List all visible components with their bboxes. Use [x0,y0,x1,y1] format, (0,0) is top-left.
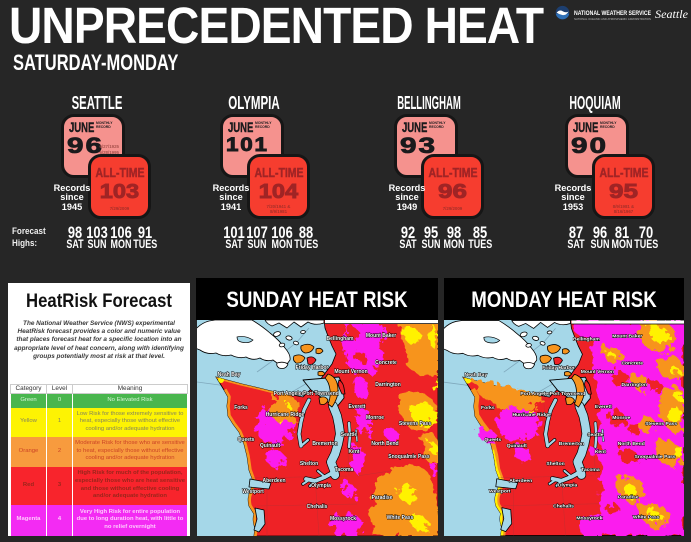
svg-text:Quinault: Quinault [507,443,527,449]
svg-text:Mount Baker: Mount Baker [612,333,642,339]
svg-text:Westport: Westport [489,489,511,495]
svg-text:Neah Bay: Neah Bay [218,372,241,378]
svg-text:Concrete: Concrete [375,360,397,366]
svg-text:Everett: Everett [595,404,612,410]
svg-text:Friday Harbor: Friday Harbor [296,365,329,371]
svg-text:Aberdeen: Aberdeen [262,478,285,484]
svg-text:Bremerton: Bremerton [312,441,337,447]
svg-text:Snoqualmie Pass: Snoqualmie Pass [635,454,676,460]
svg-text:Shelton: Shelton [300,461,318,467]
svg-text:Kent: Kent [348,449,359,455]
svg-text:Forks: Forks [481,405,495,411]
svg-text:Port Angeles: Port Angeles [520,391,551,397]
svg-text:Darrington: Darrington [375,382,401,388]
svg-text:Bellingham: Bellingham [327,336,355,342]
svg-text:Hurricane Ridge: Hurricane Ridge [266,412,305,418]
svg-text:Port Townsend: Port Townsend [550,391,586,397]
svg-text:Seattle: Seattle [587,432,604,438]
svg-text:Everett: Everett [349,404,366,410]
svg-text:Stevens Pass: Stevens Pass [399,421,431,427]
svg-text:Mossyrock: Mossyrock [576,516,602,522]
svg-text:Snoqualmie Pass: Snoqualmie Pass [388,454,430,460]
svg-text:Shelton: Shelton [546,461,564,467]
svg-text:Paradise: Paradise [372,495,393,501]
svg-text:Monroe: Monroe [366,415,384,421]
svg-text:Bellingham: Bellingham [573,336,600,342]
svg-text:Darrington: Darrington [622,382,647,388]
svg-text:Tacoma: Tacoma [335,467,354,473]
svg-text:Port Angeles: Port Angeles [274,391,305,397]
svg-text:Concrete: Concrete [621,360,643,366]
svg-text:Mossyrock: Mossyrock [330,516,356,522]
svg-text:Queets: Queets [238,437,255,443]
svg-text:White Pass: White Pass [387,515,414,521]
svg-text:Bremerton: Bremerton [559,441,584,447]
svg-text:Chehalis: Chehalis [553,504,574,510]
svg-text:White Pass: White Pass [633,515,660,521]
svg-text:Olympia: Olympia [558,483,578,489]
svg-text:Seattle: Seattle [341,432,358,438]
svg-text:North Bend: North Bend [618,441,645,447]
svg-text:Olympia: Olympia [311,483,331,489]
svg-text:Chehalis: Chehalis [307,504,328,510]
svg-text:Westport: Westport [242,489,264,495]
svg-text:Friday Harbor: Friday Harbor [542,365,575,371]
svg-text:Seattle: Seattle [655,7,689,21]
svg-text:Port Townsend: Port Townsend [303,391,339,397]
svg-text:Mount Baker: Mount Baker [366,333,396,339]
svg-text:Queets: Queets [484,437,501,443]
svg-text:Hurricane Ridge: Hurricane Ridge [512,412,551,418]
svg-text:Mount Vernon: Mount Vernon [581,369,614,375]
svg-text:Stevens Pass: Stevens Pass [645,421,677,427]
svg-text:Paradise: Paradise [618,495,639,501]
svg-text:Quinault: Quinault [260,443,281,449]
svg-text:North Bend: North Bend [371,441,398,447]
svg-text:Tacoma: Tacoma [581,467,600,473]
svg-text:Aberdeen: Aberdeen [509,478,532,484]
svg-text:Neah Bay: Neah Bay [465,372,488,378]
svg-text:Mount Vernon: Mount Vernon [334,369,367,375]
svg-text:NATIONAL OCEANIC AND ATMOSPHER: NATIONAL OCEANIC AND ATMOSPHERIC ADMINIS… [574,17,651,21]
svg-text:NATIONAL WEATHER SERVICE: NATIONAL WEATHER SERVICE [574,10,651,17]
svg-text:Kent: Kent [595,449,606,455]
svg-text:Forks: Forks [234,405,248,411]
svg-text:Monroe: Monroe [612,415,630,421]
